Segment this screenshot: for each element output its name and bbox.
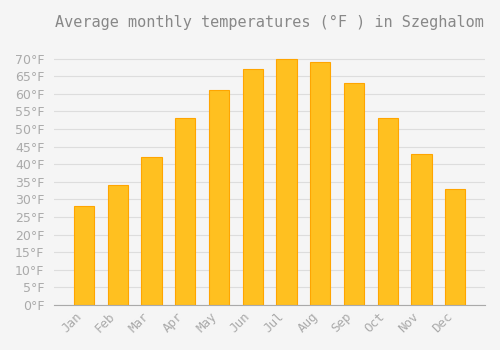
Bar [108, 185, 128, 305]
Bar [142, 157, 162, 305]
Bar [344, 83, 364, 305]
Bar [445, 189, 466, 305]
Title: Average monthly temperatures (°F ) in Szeghalom: Average monthly temperatures (°F ) in Sz… [55, 15, 484, 30]
Bar [74, 206, 94, 305]
Bar [175, 118, 196, 305]
Bar [276, 58, 296, 305]
Bar [378, 118, 398, 305]
Bar [209, 90, 229, 305]
Bar [242, 69, 263, 305]
Bar [412, 154, 432, 305]
Bar [310, 62, 330, 305]
